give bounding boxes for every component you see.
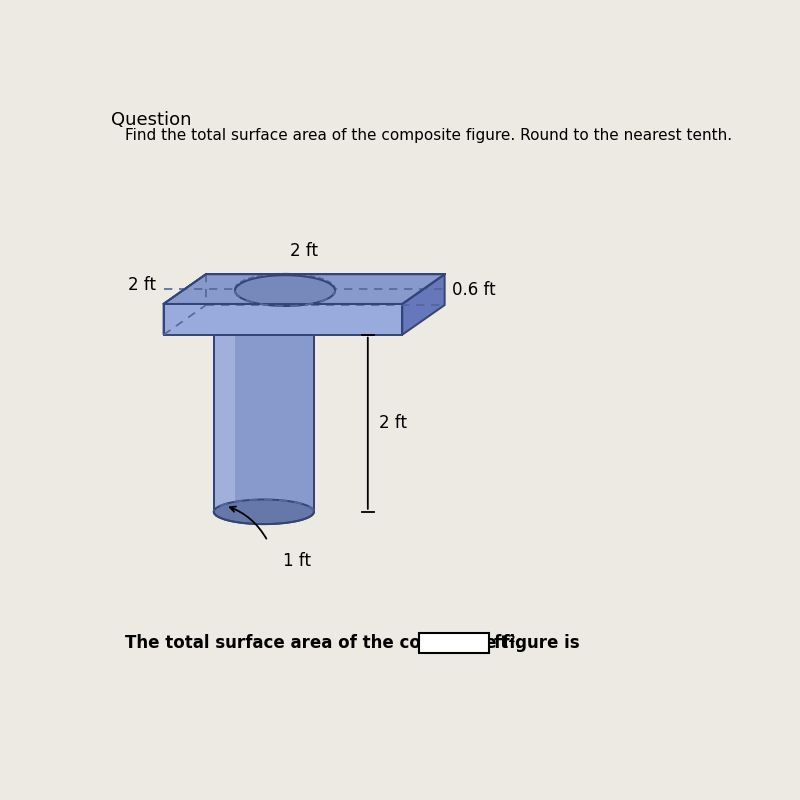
FancyBboxPatch shape <box>419 634 489 654</box>
Polygon shape <box>163 304 402 334</box>
Polygon shape <box>163 274 445 304</box>
Polygon shape <box>402 274 445 334</box>
Text: ft².: ft². <box>493 634 522 652</box>
Text: Question: Question <box>111 111 192 130</box>
Text: 2 ft: 2 ft <box>378 414 406 432</box>
Text: 2 ft: 2 ft <box>290 242 318 260</box>
Polygon shape <box>214 334 235 512</box>
Text: The total surface area of the composite figure is: The total surface area of the composite … <box>125 634 580 652</box>
Polygon shape <box>214 334 314 512</box>
Text: 2 ft: 2 ft <box>128 276 156 294</box>
Text: Find the total surface area of the composite figure. Round to the nearest tenth.: Find the total surface area of the compo… <box>125 128 732 143</box>
Text: 1 ft: 1 ft <box>283 552 311 570</box>
Ellipse shape <box>235 275 335 306</box>
Ellipse shape <box>214 499 314 524</box>
Polygon shape <box>163 274 206 334</box>
Text: 0.6 ft: 0.6 ft <box>452 281 496 298</box>
